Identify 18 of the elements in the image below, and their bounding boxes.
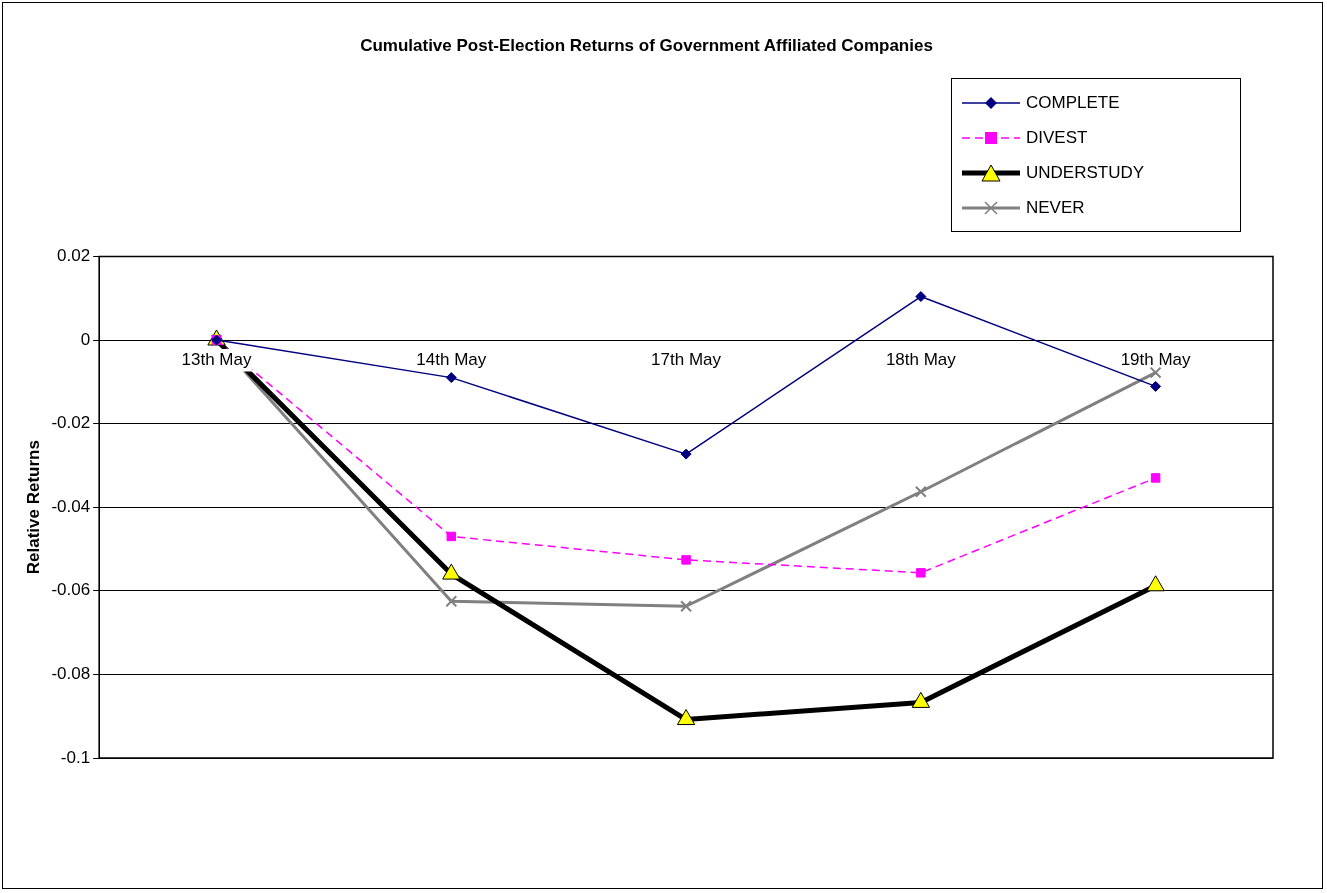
y-tick-label: -0.02 bbox=[51, 413, 91, 433]
y-axis-title: Relative Returns bbox=[23, 440, 43, 575]
x-tick-label: 19th May bbox=[1120, 349, 1192, 369]
chart-title: Cumulative Post-Election Returns of Government Affiliated Companies bbox=[360, 35, 933, 55]
y-tick-label: 0.02 bbox=[57, 246, 91, 266]
y-tick-label: -0.06 bbox=[51, 580, 91, 600]
legend-label: NEVER bbox=[1026, 197, 1085, 218]
legend-label: UNDERSTUDY bbox=[1026, 162, 1145, 183]
y-tick-label: -0.04 bbox=[51, 496, 91, 516]
x-tick-label: 18th May bbox=[885, 349, 957, 369]
y-tick-label: 0 bbox=[80, 329, 91, 349]
y-tick-label: -0.08 bbox=[51, 664, 91, 684]
x-tick-label: 17th May bbox=[651, 349, 722, 369]
x-tick-label: 14th May bbox=[416, 349, 487, 369]
x-tick-label: 13th May bbox=[181, 349, 252, 369]
legend-label: COMPLETE bbox=[1026, 92, 1120, 113]
legend-label: DIVEST bbox=[1026, 127, 1088, 148]
y-tick-label: -0.1 bbox=[60, 747, 91, 767]
